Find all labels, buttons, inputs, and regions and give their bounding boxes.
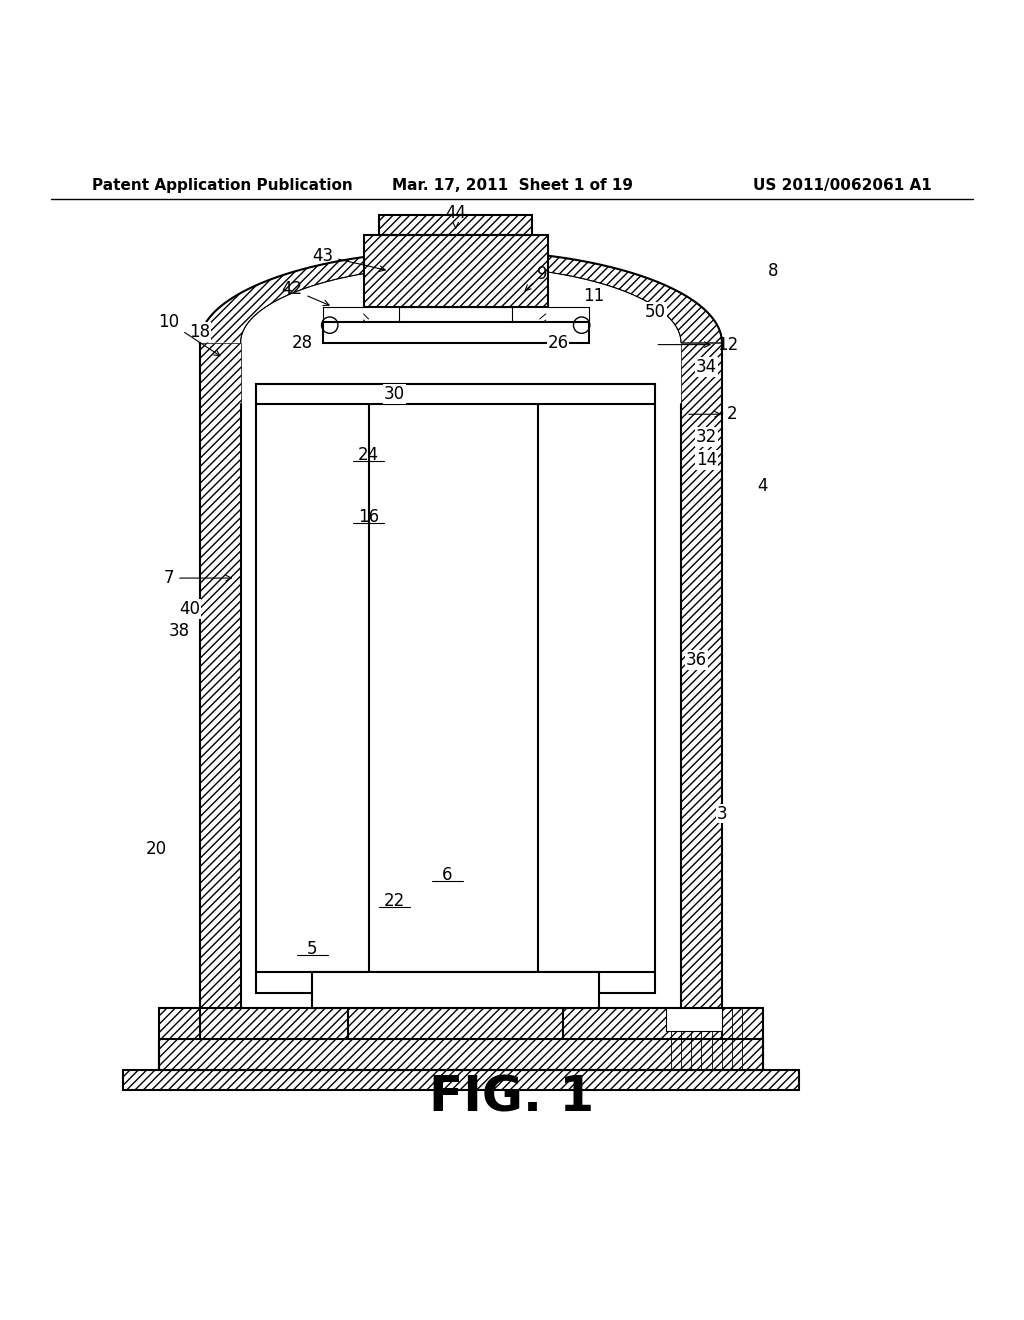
Text: Patent Application Publication: Patent Application Publication xyxy=(92,178,353,194)
Bar xyxy=(364,235,548,306)
Text: 43: 43 xyxy=(312,247,385,272)
Bar xyxy=(200,343,241,1008)
Text: 24: 24 xyxy=(358,446,379,465)
Bar xyxy=(323,322,589,343)
Text: 30: 30 xyxy=(384,384,404,403)
Bar xyxy=(666,1008,722,1031)
Text: 12: 12 xyxy=(658,335,738,354)
Text: 18: 18 xyxy=(189,323,210,342)
Text: 9: 9 xyxy=(525,265,548,290)
Text: 32: 32 xyxy=(696,428,717,446)
Text: 20: 20 xyxy=(146,841,167,858)
Text: 16: 16 xyxy=(358,508,379,525)
Text: US 2011/0062061 A1: US 2011/0062061 A1 xyxy=(753,178,932,194)
Text: 26: 26 xyxy=(548,334,568,351)
Bar xyxy=(681,343,722,1008)
Text: 22: 22 xyxy=(384,891,404,909)
PathPatch shape xyxy=(200,251,722,343)
Bar xyxy=(379,215,532,235)
Text: 44: 44 xyxy=(445,203,466,228)
Text: 36: 36 xyxy=(686,651,707,669)
Text: 5: 5 xyxy=(307,940,317,958)
Text: 3: 3 xyxy=(717,805,727,822)
Text: 38: 38 xyxy=(169,622,189,640)
Text: 7: 7 xyxy=(164,569,231,587)
Text: 34: 34 xyxy=(696,358,717,376)
Bar xyxy=(256,973,655,993)
Text: 50: 50 xyxy=(645,302,666,321)
Text: 14: 14 xyxy=(696,451,717,470)
Bar xyxy=(123,1069,799,1090)
Text: 42: 42 xyxy=(282,280,329,305)
Text: 8: 8 xyxy=(768,261,778,280)
Text: 28: 28 xyxy=(292,334,312,351)
Bar xyxy=(364,235,548,306)
Bar xyxy=(399,306,512,338)
Bar xyxy=(256,384,655,404)
Text: FIG. 1: FIG. 1 xyxy=(429,1073,595,1121)
Text: 10: 10 xyxy=(159,313,220,355)
Bar xyxy=(379,215,532,235)
Text: 11: 11 xyxy=(584,288,604,305)
Text: 40: 40 xyxy=(179,599,200,618)
Bar xyxy=(312,973,599,1008)
Text: 6: 6 xyxy=(442,866,453,884)
Bar xyxy=(159,1008,763,1069)
Text: 4: 4 xyxy=(758,477,768,495)
Text: Mar. 17, 2011  Sheet 1 of 19: Mar. 17, 2011 Sheet 1 of 19 xyxy=(391,178,633,194)
Text: 2: 2 xyxy=(689,405,737,424)
